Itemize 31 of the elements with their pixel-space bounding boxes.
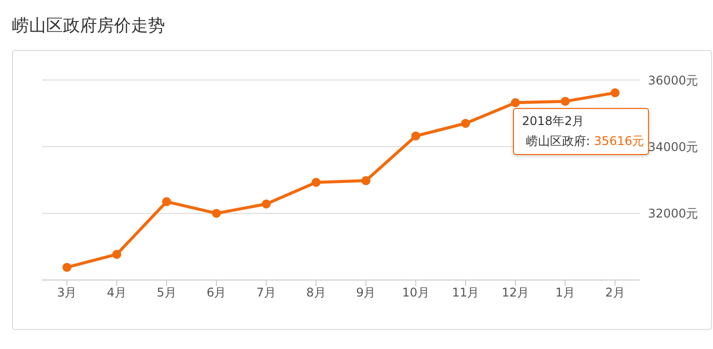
point: [610, 88, 620, 98]
point: [112, 250, 122, 259]
tooltip-box: 2018年2月 崂山区政府: 35616元: [513, 108, 649, 155]
point: [262, 200, 271, 208]
data-label: 35616元: [594, 133, 644, 150]
y-tick-label: 34000元: [648, 140, 698, 154]
point: [62, 262, 72, 272]
x-tick-label: 5月: [156, 286, 176, 300]
x-tick-label: 3月: [57, 286, 77, 300]
x-tick-label: 9月: [356, 286, 376, 300]
point: [162, 197, 172, 206]
point: [212, 208, 221, 218]
x-tick-label: 7月: [256, 286, 276, 300]
x-tick-label: 8月: [306, 286, 326, 300]
x-tick-label: 11月: [452, 286, 480, 300]
x-tick-label: 1月: [555, 286, 576, 300]
x-tick-label: 6月: [206, 286, 226, 300]
x-tick-label: 12月: [502, 286, 530, 300]
point: [361, 176, 370, 186]
x-tick-label: 2月: [605, 286, 625, 300]
point: [560, 96, 570, 106]
point: [510, 98, 520, 108]
x-tick-label: 10月: [402, 286, 430, 300]
point: [411, 132, 420, 140]
x-tick-label: 4月: [106, 286, 127, 300]
y-tick-label: 32000元: [648, 206, 698, 221]
chart-title: 崂山区政府房价走势: [12, 15, 165, 37]
annotation: 2018年2月: [522, 113, 586, 130]
point: [312, 178, 321, 187]
y-tick-label: 36000元: [648, 73, 698, 88]
point: [461, 118, 470, 128]
